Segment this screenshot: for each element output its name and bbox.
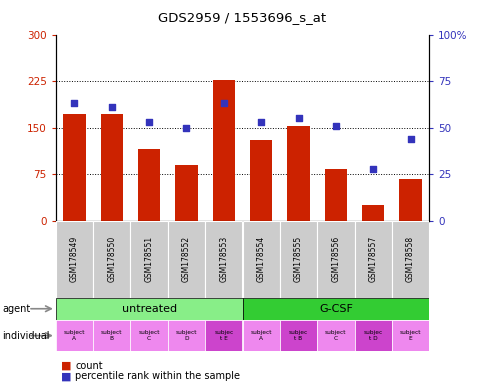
Point [219,100,227,106]
Bar [242,298,428,320]
Bar [205,320,242,351]
Bar [398,179,421,221]
Bar [205,221,242,298]
Text: GSM178550: GSM178550 [107,236,116,282]
Text: subjec
t D: subjec t D [363,330,382,341]
Bar [391,221,428,298]
Text: GSM178549: GSM178549 [70,236,79,282]
Bar [361,205,384,221]
Bar [279,320,317,351]
Point [331,123,339,129]
Text: GSM178554: GSM178554 [256,236,265,282]
Bar [324,169,347,221]
Point [369,166,377,172]
Bar [287,126,309,221]
Bar [56,221,93,298]
Text: GSM178556: GSM178556 [331,236,340,282]
Bar [167,221,205,298]
Bar [56,320,93,351]
Point [182,125,190,131]
Text: subject
A: subject A [250,330,272,341]
Point [406,136,413,142]
Text: subject
C: subject C [138,330,160,341]
Bar [93,221,130,298]
Text: G-CSF: G-CSF [318,304,352,314]
Text: GSM178557: GSM178557 [368,236,377,282]
Bar [130,221,167,298]
Bar [391,320,428,351]
Bar [354,320,391,351]
Text: GSM178558: GSM178558 [405,236,414,282]
Bar [100,114,123,221]
Bar [279,221,317,298]
Bar [175,165,197,221]
Bar [249,140,272,221]
Point [107,104,115,110]
Bar [167,320,205,351]
Bar [242,320,279,351]
Text: percentile rank within the sample: percentile rank within the sample [75,371,240,381]
Text: untreated: untreated [121,304,176,314]
Text: subject
B: subject B [101,330,122,341]
Bar [354,221,391,298]
Text: ■: ■ [60,361,71,371]
Text: GSM178555: GSM178555 [293,236,302,282]
Text: individual: individual [2,331,50,341]
Bar [317,221,354,298]
Text: subject
A: subject A [63,330,85,341]
Bar [130,320,167,351]
Bar [212,81,235,221]
Bar [317,320,354,351]
Bar [56,298,242,320]
Text: GSM178552: GSM178552 [182,236,191,282]
Text: subject
D: subject D [175,330,197,341]
Text: GSM178553: GSM178553 [219,236,228,282]
Bar [137,149,160,221]
Point [294,115,302,121]
Bar [63,114,86,221]
Text: agent: agent [2,304,30,314]
Text: subjec
t B: subjec t B [288,330,307,341]
Point [257,119,265,125]
Text: ■: ■ [60,371,71,381]
Text: GSM178551: GSM178551 [144,236,153,282]
Text: GDS2959 / 1553696_s_at: GDS2959 / 1553696_s_at [158,12,326,25]
Point [145,119,153,125]
Bar [242,221,279,298]
Text: count: count [75,361,103,371]
Point [71,100,78,106]
Text: subject
C: subject C [324,330,346,341]
Text: subject
E: subject E [399,330,421,341]
Bar [93,320,130,351]
Text: subjec
t E: subjec t E [214,330,233,341]
